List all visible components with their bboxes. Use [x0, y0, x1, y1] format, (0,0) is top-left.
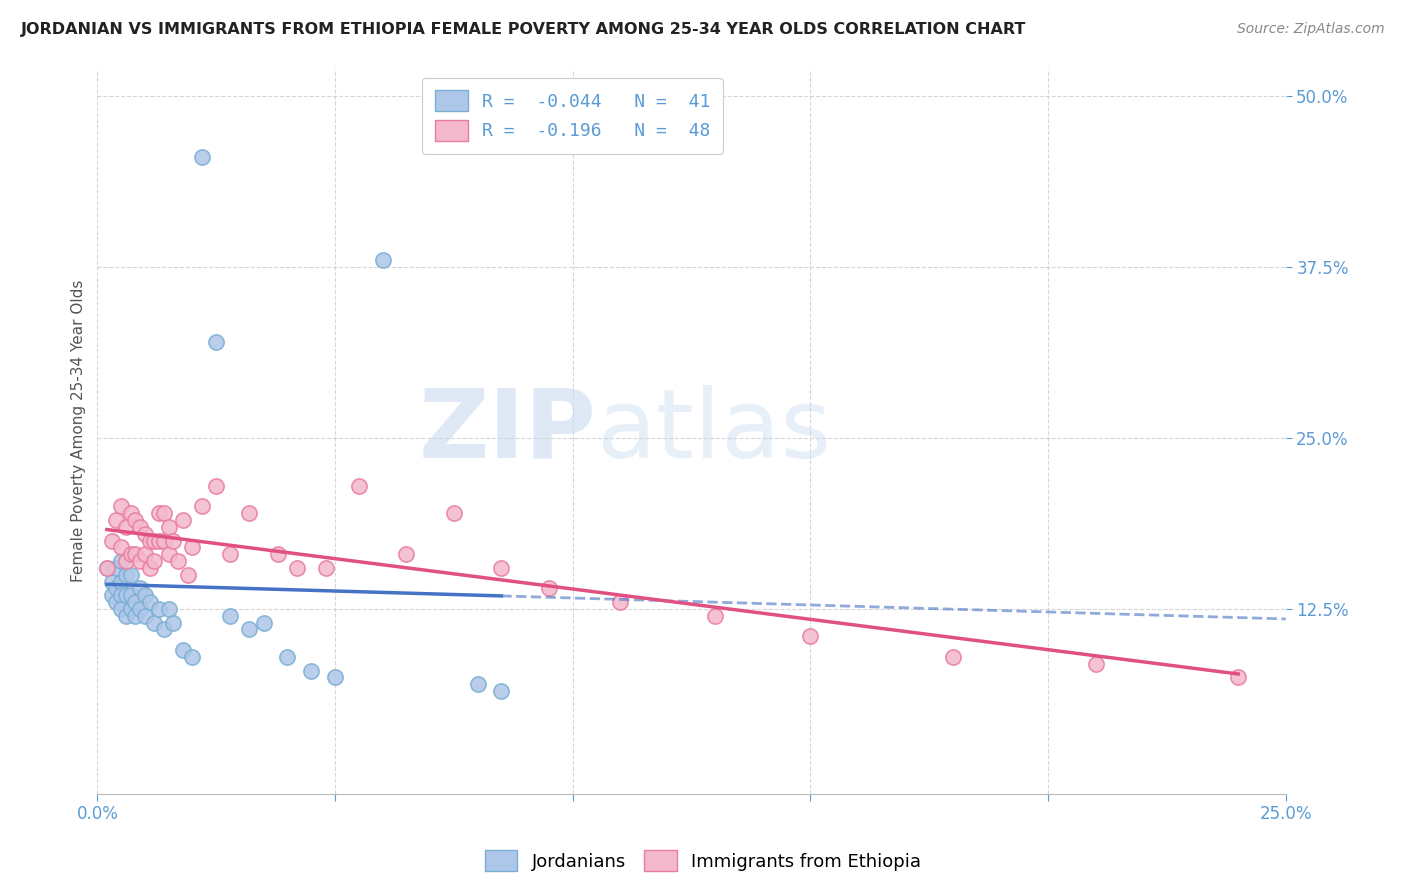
Point [115, 554, 138, 568]
Point [157, 547, 180, 561]
Point [153, 506, 176, 520]
Point [134, 608, 156, 623]
Point [110, 574, 132, 589]
Point [219, 547, 242, 561]
Point [537, 582, 560, 596]
Legend: Jordanians, Immigrants from Ethiopia: Jordanians, Immigrants from Ethiopia [478, 843, 928, 879]
Point [110, 500, 132, 514]
Point [205, 335, 228, 350]
Point [157, 520, 180, 534]
Point [124, 595, 146, 609]
Point [129, 602, 152, 616]
Point [110, 554, 132, 568]
Point [191, 500, 214, 514]
Point [120, 602, 142, 616]
Point [105, 582, 128, 596]
Point [115, 588, 138, 602]
Point [115, 608, 138, 623]
Text: JORDANIAN VS IMMIGRANTS FROM ETHIOPIA FEMALE POVERTY AMONG 25-34 YEAR OLDS CORRE: JORDANIAN VS IMMIGRANTS FROM ETHIOPIA FE… [21, 22, 1026, 37]
Point [96, 561, 118, 575]
Point [124, 547, 146, 561]
Point [134, 547, 156, 561]
Y-axis label: Female Poverty Among 25-34 Year Olds: Female Poverty Among 25-34 Year Olds [72, 280, 86, 582]
Point [942, 649, 965, 664]
Point [148, 533, 170, 548]
Point [191, 151, 214, 165]
Point [315, 561, 337, 575]
Point [105, 561, 128, 575]
Point [443, 506, 465, 520]
Point [167, 554, 190, 568]
Point [110, 588, 132, 602]
Point [162, 615, 184, 630]
Point [323, 670, 346, 684]
Point [238, 623, 260, 637]
Point [704, 608, 727, 623]
Point [120, 547, 142, 561]
Point [285, 561, 308, 575]
Point [148, 506, 170, 520]
Point [100, 574, 122, 589]
Point [124, 513, 146, 527]
Point [347, 479, 370, 493]
Point [143, 554, 166, 568]
Point [129, 582, 152, 596]
Point [96, 561, 118, 575]
Point [148, 602, 170, 616]
Point [124, 608, 146, 623]
Point [467, 677, 489, 691]
Point [110, 541, 132, 555]
Point [134, 526, 156, 541]
Point [181, 541, 204, 555]
Point [138, 561, 160, 575]
Point [276, 649, 298, 664]
Point [205, 479, 228, 493]
Point [1227, 670, 1250, 684]
Point [143, 615, 166, 630]
Point [115, 520, 138, 534]
Point [153, 533, 176, 548]
Point [1084, 657, 1107, 671]
Point [143, 533, 166, 548]
Point [267, 547, 290, 561]
Point [162, 533, 184, 548]
Point [115, 567, 138, 582]
Point [172, 513, 194, 527]
Point [172, 643, 194, 657]
Point [120, 567, 142, 582]
Point [120, 506, 142, 520]
Point [129, 520, 152, 534]
Point [153, 623, 176, 637]
Point [134, 588, 156, 602]
Point [181, 649, 204, 664]
Legend: R =  -0.044   N =  41, R =  -0.196   N =  48: R = -0.044 N = 41, R = -0.196 N = 48 [422, 78, 723, 153]
Point [100, 588, 122, 602]
Point [110, 602, 132, 616]
Point [371, 253, 394, 268]
Point [395, 547, 418, 561]
Point [105, 513, 128, 527]
Text: atlas: atlas [596, 384, 831, 477]
Text: ZIP: ZIP [419, 384, 596, 477]
Point [299, 664, 322, 678]
Point [138, 533, 160, 548]
Point [138, 595, 160, 609]
Point [176, 567, 198, 582]
Point [157, 602, 180, 616]
Point [120, 588, 142, 602]
Point [219, 608, 242, 623]
Point [491, 561, 513, 575]
Point [238, 506, 260, 520]
Point [491, 684, 513, 698]
Point [100, 533, 122, 548]
Point [129, 554, 152, 568]
Text: Source: ZipAtlas.com: Source: ZipAtlas.com [1237, 22, 1385, 37]
Point [253, 615, 276, 630]
Point [799, 629, 821, 643]
Point [609, 595, 631, 609]
Point [105, 595, 128, 609]
